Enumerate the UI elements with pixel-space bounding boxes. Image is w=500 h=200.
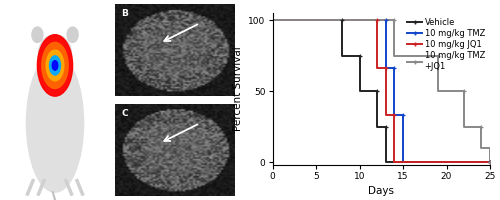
Ellipse shape xyxy=(32,27,43,42)
Legend: Vehicle, 10 mg/kg TMZ, 10 mg/kg JQ1, 10 mg/kg TMZ
+JQ1: Vehicle, 10 mg/kg TMZ, 10 mg/kg JQ1, 10 … xyxy=(406,17,486,71)
Text: B: B xyxy=(121,9,128,18)
Circle shape xyxy=(46,50,64,81)
Circle shape xyxy=(42,42,68,88)
Ellipse shape xyxy=(67,27,78,42)
Circle shape xyxy=(38,35,72,96)
Ellipse shape xyxy=(38,35,72,73)
Ellipse shape xyxy=(26,54,84,192)
Text: A: A xyxy=(6,10,12,19)
Circle shape xyxy=(50,56,60,75)
Y-axis label: Percent Survival: Percent Survival xyxy=(233,47,243,131)
Text: C: C xyxy=(121,109,128,118)
Circle shape xyxy=(52,61,58,70)
X-axis label: Days: Days xyxy=(368,186,394,196)
